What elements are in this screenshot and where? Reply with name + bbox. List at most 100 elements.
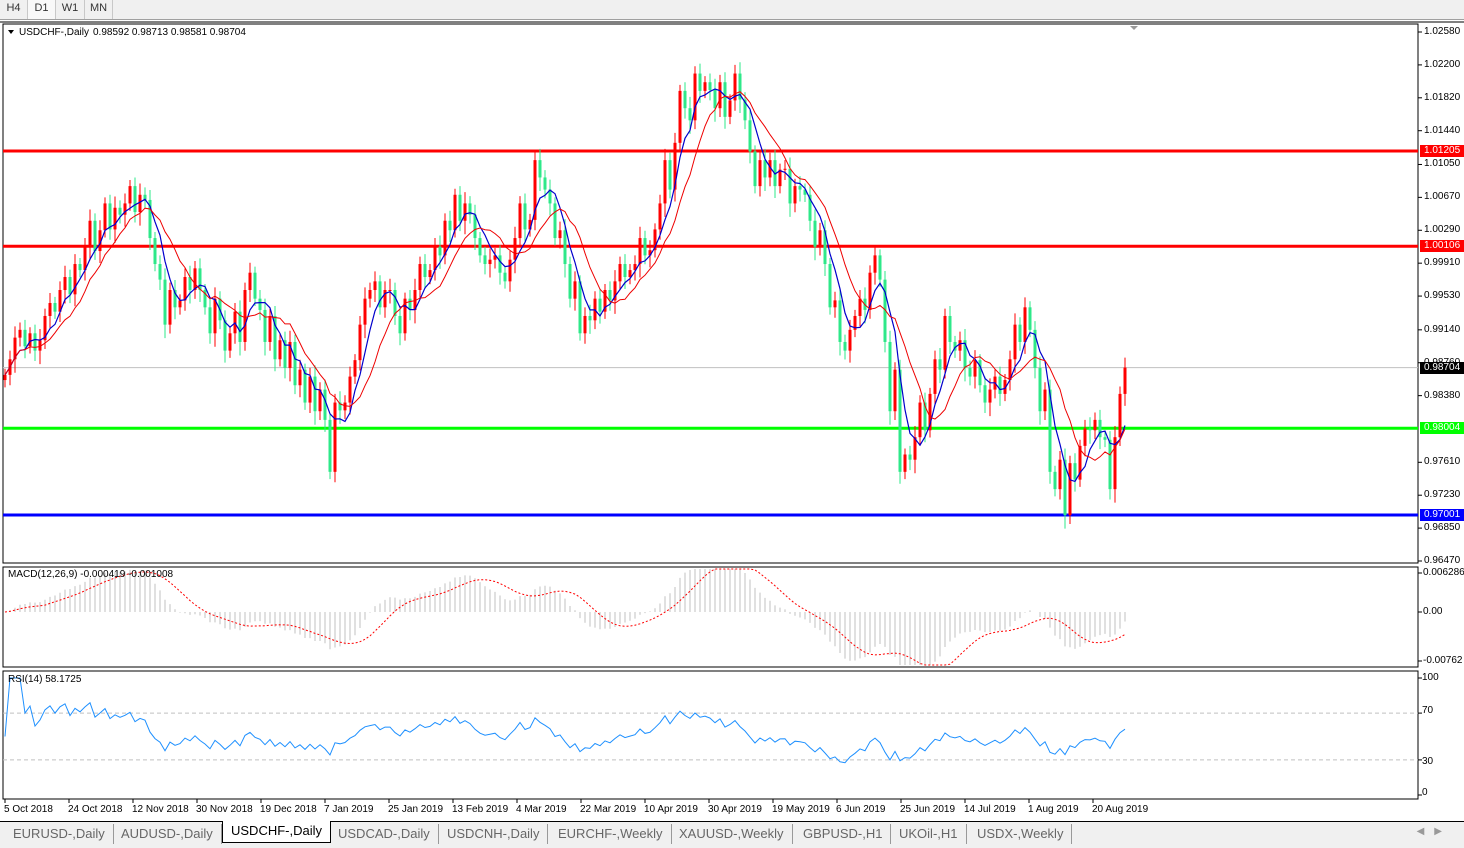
candle-body: [118, 207, 122, 215]
candle-body: [133, 186, 137, 213]
candle-body: [848, 329, 852, 351]
candle-body: [1073, 463, 1077, 480]
candle-body: [598, 298, 602, 312]
candle-body: [668, 160, 672, 190]
macd-label: MACD(12,26,9) -0.000419 -0.001008: [8, 569, 174, 580]
candle-body: [538, 160, 542, 178]
chart-tab[interactable]: USDX-,Weekly: [969, 824, 1073, 844]
price-axis-label: 0.99140: [1424, 324, 1461, 335]
candle-body: [148, 199, 152, 239]
tab-scroll-arrows[interactable]: ◀▶: [1416, 826, 1452, 837]
candle-body: [933, 359, 937, 394]
time-axis-label: 25 Jun 2019: [900, 804, 956, 815]
candle-body: [163, 279, 167, 325]
candle-body: [393, 290, 397, 316]
price-axis-label: 0.96850: [1424, 522, 1461, 533]
chart-tab-active[interactable]: USDCHF-,Daily: [222, 821, 331, 843]
timeframe-d1[interactable]: D1: [28, 0, 56, 19]
candle-body: [248, 272, 252, 291]
candle-body: [818, 230, 822, 247]
macd-axis-label: 0.006286: [1423, 567, 1464, 578]
candle-body: [1033, 329, 1037, 368]
candle-body: [438, 246, 442, 256]
candle-body: [398, 315, 402, 334]
candle-body: [803, 189, 807, 195]
chart-tab[interactable]: USDCAD-,Daily: [330, 824, 439, 844]
chart-tab[interactable]: AUDUSD-,Daily: [113, 824, 222, 844]
candle-body: [753, 151, 757, 187]
candle-body: [953, 341, 957, 351]
candle-body: [898, 369, 902, 472]
candle-body: [858, 298, 862, 316]
time-axis-label: 24 Oct 2018: [68, 804, 123, 815]
timeframe-h4[interactable]: H4: [0, 0, 28, 19]
candle-body: [463, 203, 467, 221]
candle-body: [708, 82, 712, 91]
candle-body: [478, 238, 482, 256]
chart-tab[interactable]: EURCHF-,Weekly: [550, 824, 672, 844]
candle-body: [1083, 428, 1087, 446]
time-axis-label: 19 Dec 2018: [260, 804, 317, 815]
candle-body: [43, 315, 47, 341]
candle-body: [93, 220, 97, 252]
candle-body: [568, 264, 572, 299]
moving-average-fast-line: [4, 88, 1126, 483]
current-price-label: 0.98704: [1420, 362, 1464, 374]
candle-body: [813, 220, 817, 247]
candle-body: [513, 238, 517, 260]
chart-tab[interactable]: USDCNH-,Daily: [439, 824, 549, 844]
candle-body: [918, 402, 922, 438]
chart-tab[interactable]: XAUUSD-,Weekly: [671, 824, 793, 844]
candle-body: [528, 219, 532, 230]
candle-body: [628, 270, 632, 278]
candle-body: [978, 360, 982, 386]
time-axis-label: 20 Aug 2019: [1092, 804, 1149, 815]
rsi-axis-label: 70: [1422, 705, 1434, 716]
candle-body: [23, 329, 27, 347]
candle-body: [68, 277, 72, 295]
candle-body: [548, 189, 552, 204]
candle-body: [988, 389, 992, 403]
chart-tab[interactable]: GBPUSD-,H1: [795, 824, 892, 844]
candle-body: [833, 300, 837, 308]
candle-body: [83, 246, 87, 271]
candle-body: [643, 238, 647, 256]
level-price-label: 0.97001: [1420, 509, 1464, 521]
candle-body: [413, 290, 417, 310]
candle-body: [303, 369, 307, 403]
candle-body: [378, 281, 382, 308]
candle-body: [573, 281, 577, 299]
candle-body: [693, 73, 697, 121]
candle-body: [173, 290, 177, 308]
candle-body: [1023, 307, 1027, 342]
candle-body: [198, 268, 202, 291]
candle-body: [903, 454, 907, 472]
candle-body: [913, 437, 917, 460]
candle-body: [883, 279, 887, 342]
time-axis-label: 19 May 2019: [772, 804, 830, 815]
candle-body: [728, 100, 732, 117]
chart-tab[interactable]: EURUSD-,Daily: [5, 824, 114, 844]
candle-body: [1063, 459, 1067, 516]
candle-body: [153, 238, 157, 265]
chart-symbol-label: USDCHF-,Daily: [19, 27, 89, 38]
candle-body: [278, 340, 282, 360]
chart-window[interactable]: [0, 0, 1464, 821]
candle-body: [63, 277, 67, 291]
timeframe-w1[interactable]: W1: [56, 0, 85, 19]
candle-body: [268, 315, 272, 342]
price-axis-label: 1.00290: [1424, 224, 1461, 235]
chart-tab[interactable]: UKOil-,H1: [891, 824, 967, 844]
candle-body: [843, 341, 847, 351]
candle-body: [973, 360, 977, 377]
candle-body: [688, 108, 692, 121]
candle-body: [638, 238, 642, 265]
candle-body: [48, 302, 52, 316]
candle-body: [313, 376, 317, 412]
candle-body: [258, 298, 262, 310]
candle-body: [678, 90, 682, 143]
candle-body: [38, 340, 42, 351]
candle-body: [458, 194, 462, 221]
timeframe-mn[interactable]: MN: [85, 0, 113, 19]
candle-body: [603, 290, 607, 312]
